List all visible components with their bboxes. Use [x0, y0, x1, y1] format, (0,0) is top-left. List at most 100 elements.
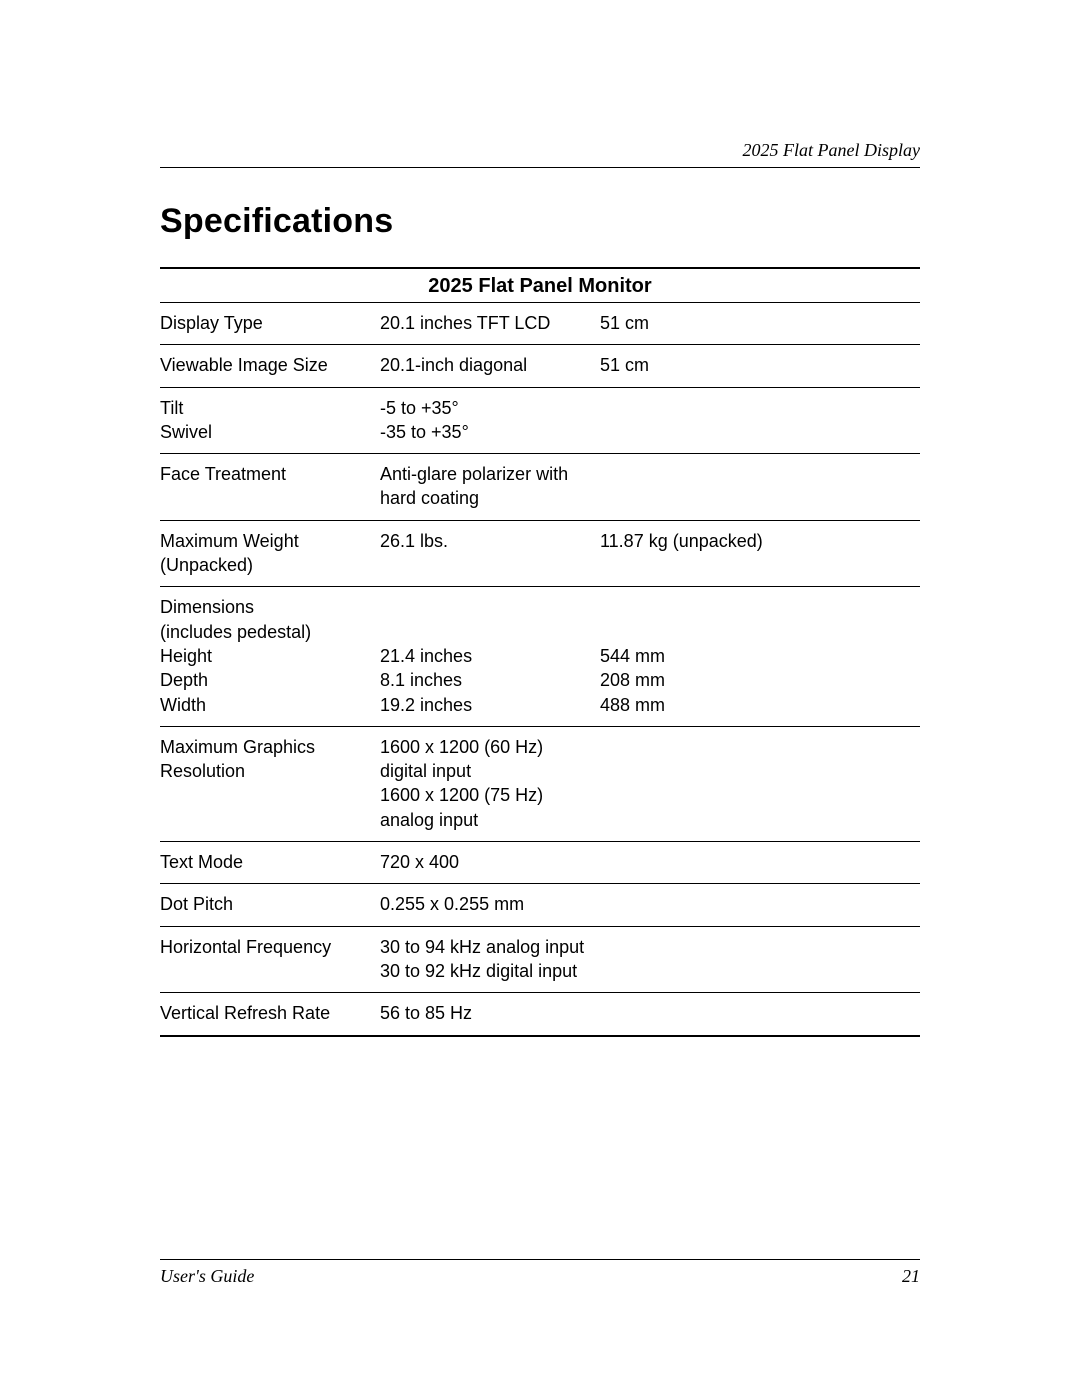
spec-value-secondary: 51 cm	[600, 353, 920, 377]
spec-row: Face Treatment Anti-glare polarizer withh…	[160, 454, 920, 521]
spec-row: Viewable Image Size 20.1-inch diagonal51 …	[160, 345, 920, 387]
spec-label-line: Display Type	[160, 311, 370, 335]
spec-label-line: Width	[160, 693, 370, 717]
spec-label: Dimensions(includes pedestal)HeightDepth…	[160, 595, 380, 716]
spec-row: Text Mode 720 x 400	[160, 842, 920, 884]
spec-value-primary: 56 to 85 Hz	[380, 1001, 600, 1025]
footer-guide-label: User's Guide	[160, 1266, 254, 1287]
spec-value-primary: Anti-glare polarizer withhard coating	[380, 462, 600, 511]
spec-value-secondary-line	[600, 959, 920, 983]
spec-value-secondary-line	[600, 420, 920, 444]
spec-label: Maximum GraphicsResolution	[160, 735, 380, 832]
spec-label: Display Type	[160, 311, 380, 335]
spec-value-secondary-line	[600, 935, 920, 959]
spec-value-primary: 720 x 400	[380, 850, 600, 874]
section-title: Specifications	[160, 202, 920, 241]
spec-label-line: Height	[160, 644, 370, 668]
spec-label: Vertical Refresh Rate	[160, 1001, 380, 1025]
spec-value-primary: 26.1 lbs.	[380, 529, 600, 578]
spec-label-line: Maximum Graphics	[160, 735, 370, 759]
spec-value-primary-line	[380, 595, 590, 619]
spec-value-primary-line: 30 to 94 kHz analog input	[380, 935, 590, 959]
spec-value-secondary-line: 51 cm	[600, 353, 920, 377]
spec-value-secondary	[600, 735, 920, 832]
spec-row: Maximum GraphicsResolution1600 x 1200 (6…	[160, 727, 920, 842]
spec-label: Viewable Image Size	[160, 353, 380, 377]
spec-label: TiltSwivel	[160, 396, 380, 445]
spec-value-secondary: 544 mm208 mm488 mm	[600, 595, 920, 716]
spec-value-secondary-line: 488 mm	[600, 693, 920, 717]
spec-value-primary-line: hard coating	[380, 486, 590, 510]
spec-value-primary: 20.1-inch diagonal	[380, 353, 600, 377]
spec-table-body: Display Type20.1 inches TFT LCD51 cmView…	[160, 303, 920, 1037]
spec-value-secondary	[600, 892, 920, 916]
spec-label-line: Vertical Refresh Rate	[160, 1001, 370, 1025]
spec-table: 2025 Flat Panel Monitor Display Type 20.1…	[160, 267, 920, 1037]
running-header: 2025 Flat Panel Display	[160, 140, 920, 168]
spec-row: Maximum Weight(Unpacked)26.1 lbs.11.87 k…	[160, 521, 920, 588]
spec-label-line: Tilt	[160, 396, 370, 420]
spec-value-secondary-line	[600, 620, 920, 644]
spec-value-primary-line: 0.255 x 0.255 mm	[380, 892, 590, 916]
spec-table-title: 2025 Flat Panel Monitor	[160, 269, 920, 303]
page: 2025 Flat Panel Display Specifications 2…	[0, 0, 1080, 1397]
spec-value-secondary-line: 51 cm	[600, 311, 920, 335]
spec-value-primary: -5 to +35°-35 to +35°	[380, 396, 600, 445]
spec-value-primary-line: 720 x 400	[380, 850, 590, 874]
spec-value-primary: 1600 x 1200 (60 Hz) digital input1600 x …	[380, 735, 600, 832]
spec-row: Display Type 20.1 inches TFT LCD 51 cm	[160, 303, 920, 345]
spec-label-line: Text Mode	[160, 850, 370, 874]
spec-value-primary-line: 21.4 inches	[380, 644, 590, 668]
spec-value-primary-line: 19.2 inches	[380, 693, 590, 717]
footer-page-number: 21	[902, 1266, 920, 1287]
spec-row: Dimensions(includes pedestal)HeightDepth…	[160, 587, 920, 726]
spec-value-primary-line: -5 to +35°	[380, 396, 590, 420]
spec-label-line: Face Treatment	[160, 462, 370, 486]
spec-row: Vertical Refresh Rate 56 to 85 Hz	[160, 993, 920, 1036]
spec-value-secondary-line	[600, 892, 920, 916]
spec-value-primary-line	[380, 553, 590, 577]
spec-value-secondary-line	[600, 759, 920, 783]
spec-value-secondary-line: 11.87 kg (unpacked)	[600, 529, 920, 553]
spec-label-line: Dimensions	[160, 595, 370, 619]
spec-value-secondary: 51 cm	[600, 311, 920, 335]
spec-label-line: Resolution	[160, 759, 370, 783]
spec-value-secondary	[600, 850, 920, 874]
spec-value-primary: 30 to 94 kHz analog input30 to 92 kHz di…	[380, 935, 600, 984]
spec-label-line: Depth	[160, 668, 370, 692]
spec-value-secondary	[600, 935, 920, 984]
spec-label-line: Maximum Weight	[160, 529, 370, 553]
spec-value-secondary-line: 208 mm	[600, 668, 920, 692]
spec-label-line: Horizontal Frequency	[160, 935, 370, 959]
spec-label: Horizontal Frequency	[160, 935, 380, 984]
spec-value-secondary-line: 544 mm	[600, 644, 920, 668]
spec-value-primary-line: 1600 x 1200 (60 Hz) digital input	[380, 735, 590, 784]
spec-label: Dot Pitch	[160, 892, 380, 916]
spec-value-primary-line	[380, 620, 590, 644]
spec-value-secondary	[600, 396, 920, 445]
spec-value-secondary-line	[600, 462, 920, 486]
spec-label: Face Treatment	[160, 462, 380, 511]
spec-value-secondary-line	[600, 396, 920, 420]
spec-value-secondary	[600, 462, 920, 511]
spec-value-secondary	[600, 1001, 920, 1025]
spec-label-line: Viewable Image Size	[160, 353, 370, 377]
spec-value-secondary-line	[600, 595, 920, 619]
spec-value-secondary-line	[600, 850, 920, 874]
spec-value-secondary: 11.87 kg (unpacked)	[600, 529, 920, 578]
spec-value-secondary-line	[600, 486, 920, 510]
spec-label-line: (includes pedestal)	[160, 620, 370, 644]
spec-label-line: Dot Pitch	[160, 892, 370, 916]
spec-value-secondary-line	[600, 1001, 920, 1025]
running-header-text: 2025 Flat Panel Display	[743, 140, 920, 161]
spec-row: Dot Pitch 0.255 x 0.255 mm	[160, 884, 920, 926]
spec-value-primary-line: 30 to 92 kHz digital input	[380, 959, 590, 983]
spec-value-primary-line: 20.1 inches TFT LCD	[380, 311, 590, 335]
spec-value-primary-line: 8.1 inches	[380, 668, 590, 692]
spec-label-line: (Unpacked)	[160, 553, 370, 577]
spec-label: Maximum Weight(Unpacked)	[160, 529, 380, 578]
spec-value-primary-line: -35 to +35°	[380, 420, 590, 444]
spec-value-primary: 21.4 inches8.1 inches19.2 inches	[380, 595, 600, 716]
page-footer: User's Guide 21	[160, 1259, 920, 1287]
spec-value-primary: 0.255 x 0.255 mm	[380, 892, 600, 916]
